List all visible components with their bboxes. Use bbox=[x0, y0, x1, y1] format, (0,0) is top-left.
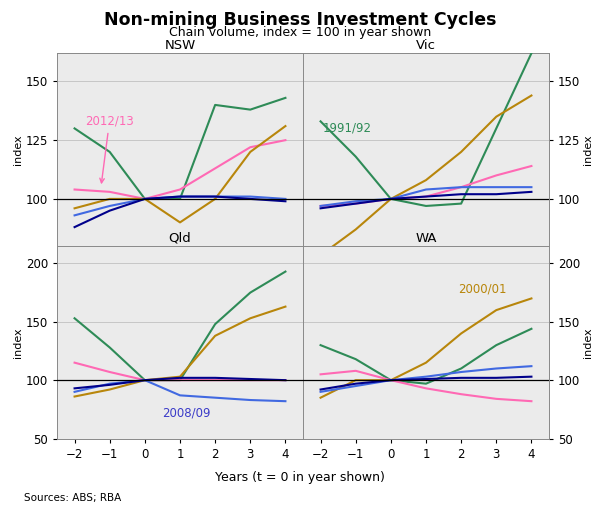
Y-axis label: index: index bbox=[583, 327, 593, 357]
Y-axis label: index: index bbox=[13, 134, 23, 165]
Y-axis label: index: index bbox=[13, 327, 23, 357]
Text: 2008/09: 2008/09 bbox=[163, 407, 211, 419]
Text: Non-mining Business Investment Cycles: Non-mining Business Investment Cycles bbox=[104, 11, 496, 29]
Title: Qld: Qld bbox=[169, 232, 191, 245]
Text: Chain volume, index = 100 in year shown: Chain volume, index = 100 in year shown bbox=[169, 26, 431, 40]
Text: Years (t = 0 in year shown): Years (t = 0 in year shown) bbox=[215, 471, 385, 484]
Title: NSW: NSW bbox=[164, 39, 196, 52]
Y-axis label: index: index bbox=[583, 134, 593, 165]
Title: Vic: Vic bbox=[416, 39, 436, 52]
Title: WA: WA bbox=[415, 232, 437, 245]
Text: Sources: ABS; RBA: Sources: ABS; RBA bbox=[24, 493, 121, 503]
Text: 2000/01: 2000/01 bbox=[458, 282, 506, 296]
Text: 1991/92: 1991/92 bbox=[322, 122, 371, 135]
Text: 2012/13: 2012/13 bbox=[85, 115, 134, 183]
